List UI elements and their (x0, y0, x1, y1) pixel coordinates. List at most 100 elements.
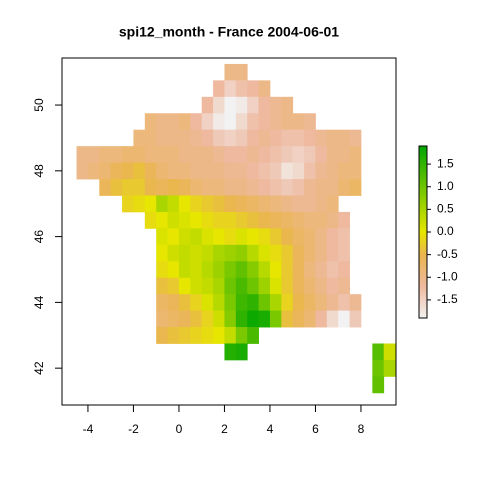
raster-cell (338, 294, 350, 312)
raster-cell (269, 228, 282, 246)
raster (76, 63, 396, 394)
raster-cell (326, 195, 339, 213)
raster-cell (258, 294, 271, 312)
raster-cell (99, 179, 112, 196)
y-tick-label: 42 (32, 361, 46, 375)
raster-cell (156, 327, 168, 344)
raster-cell (87, 146, 100, 163)
raster-cell (156, 162, 168, 180)
raster-cell (224, 179, 237, 196)
raster-cell (269, 113, 282, 131)
raster-cell (338, 179, 350, 196)
colorbar-tick-label: 0.5 (437, 202, 454, 216)
raster-cell (235, 63, 248, 81)
raster-cell (235, 96, 248, 114)
raster-cell (235, 179, 248, 196)
raster-cell (224, 63, 237, 81)
raster-cell (156, 228, 168, 246)
raster-cell (235, 294, 248, 312)
raster-cell (178, 146, 191, 163)
raster-cell (190, 244, 203, 262)
raster-cell (326, 179, 339, 196)
raster-cell (167, 294, 180, 312)
raster-cell (190, 162, 203, 180)
colorbar-tick-label: -0.5 (437, 247, 458, 261)
raster-cell (156, 195, 168, 213)
raster-cell (213, 129, 225, 147)
raster-cell (201, 179, 214, 196)
raster-cell (304, 228, 316, 246)
raster-cell (258, 244, 271, 262)
raster-cell (315, 179, 328, 196)
raster-cell (156, 211, 168, 229)
raster-cell (258, 80, 271, 98)
raster-cell (304, 261, 316, 279)
raster-cell (338, 146, 350, 163)
chart-title: spi12_month - France 2004-06-01 (119, 24, 339, 40)
raster-cell (247, 327, 259, 344)
raster-cell (213, 80, 225, 98)
raster-cell (122, 146, 134, 163)
raster-cell (178, 310, 191, 328)
raster-cell (178, 261, 191, 279)
raster-cell (144, 129, 157, 147)
raster-cell (292, 261, 305, 279)
raster-cell (326, 244, 339, 262)
raster-cell (315, 146, 328, 163)
raster-cell (281, 228, 294, 246)
raster-cell (292, 211, 305, 229)
raster-cell (269, 146, 282, 163)
raster-cell (167, 195, 180, 213)
raster-cell (167, 179, 180, 196)
raster-cell (258, 113, 271, 131)
raster-cell (338, 277, 350, 295)
raster-cell (235, 211, 248, 229)
raster-cell (247, 129, 259, 147)
raster-cell (122, 179, 134, 196)
raster-cell (224, 129, 237, 147)
raster-cell (110, 179, 123, 196)
raster-cell (281, 261, 294, 279)
raster-cell (156, 244, 168, 262)
raster-cell (213, 261, 225, 279)
colorbar-tick-label: 0.0 (437, 224, 454, 238)
plot-frame (61, 57, 397, 406)
raster-cell (144, 113, 157, 131)
raster-cell (349, 294, 362, 312)
raster-cell (190, 195, 203, 213)
raster-cell (224, 327, 237, 344)
raster-cell (338, 211, 350, 229)
raster-cell (258, 211, 271, 229)
raster-cell (269, 294, 282, 312)
raster-cell (292, 228, 305, 246)
raster-cell (224, 195, 237, 213)
raster-cell (213, 294, 225, 312)
raster-cell (349, 146, 362, 163)
raster-cell (383, 359, 396, 377)
colorbar-tick-label: -1.0 (437, 269, 458, 283)
raster-cell (269, 96, 282, 114)
raster-cell (338, 228, 350, 246)
raster-cell (144, 146, 157, 163)
raster-cell (326, 310, 339, 328)
raster-cell (338, 261, 350, 279)
raster-cell (167, 129, 180, 147)
raster-cell (326, 228, 339, 246)
raster-cell (326, 294, 339, 312)
raster-cell (292, 179, 305, 196)
raster-cell (224, 228, 237, 246)
raster-cell (338, 129, 350, 147)
raster-cell (213, 195, 225, 213)
raster-cell (269, 129, 282, 147)
raster-cell (235, 261, 248, 279)
raster-cell (292, 277, 305, 295)
raster-cell (235, 277, 248, 295)
raster-cell (372, 359, 385, 377)
raster-cell (224, 261, 237, 279)
x-tick-label: 0 (176, 422, 183, 436)
raster-cell (304, 146, 316, 163)
raster-cell (372, 376, 385, 394)
raster-cell (122, 162, 134, 180)
raster-cell (224, 310, 237, 328)
